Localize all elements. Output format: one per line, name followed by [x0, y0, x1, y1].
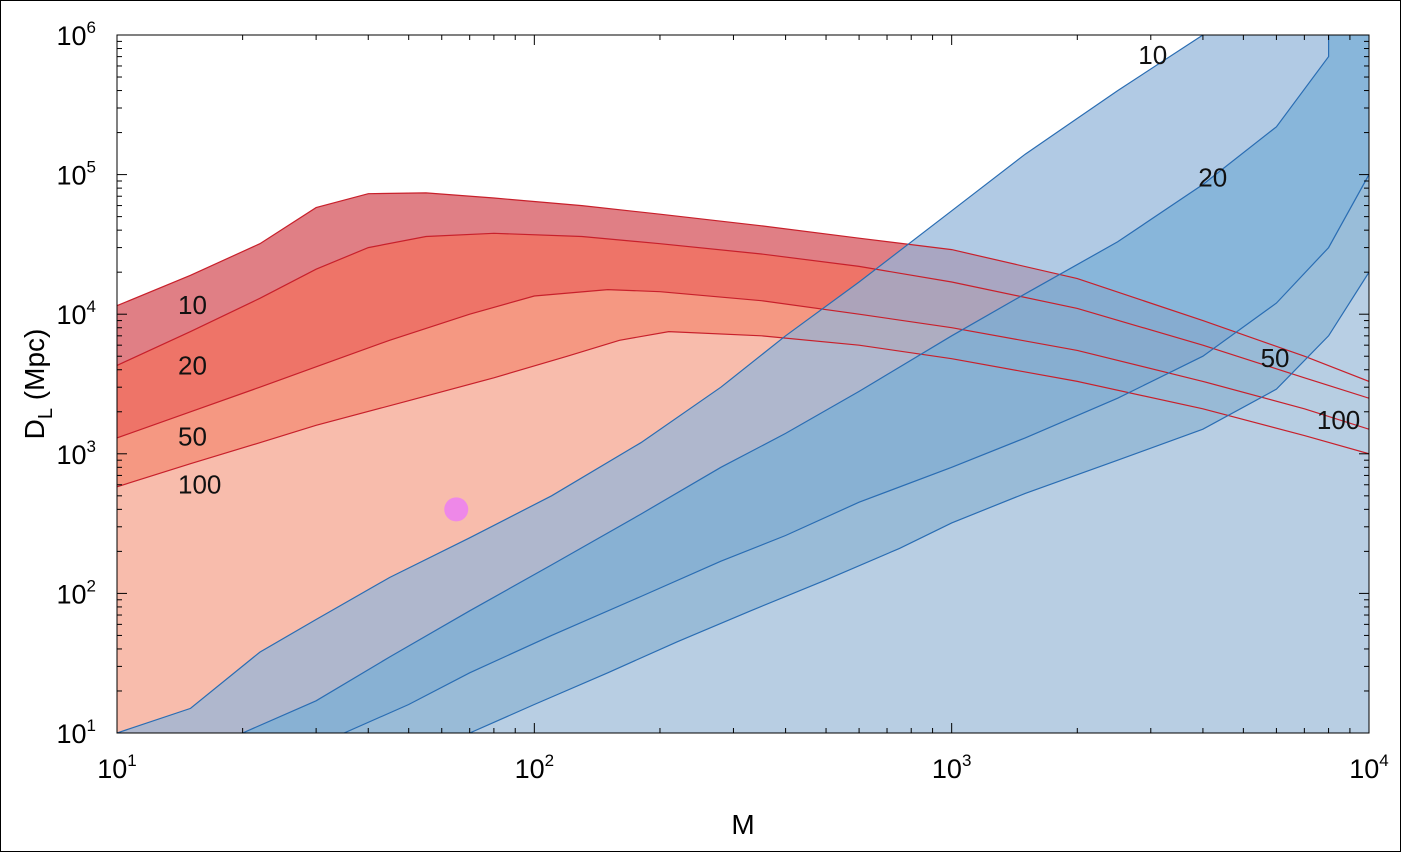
- y-tick-label: 103: [56, 437, 96, 470]
- blue-region-100: [469, 272, 1369, 733]
- y-tick-label: 105: [56, 158, 96, 191]
- blue-contour-label-20: 20: [1198, 163, 1227, 193]
- axis-ticks: [116, 34, 1370, 734]
- blue-contour-label-10: 10: [1138, 40, 1167, 70]
- blue-curve-20: [242, 35, 1330, 733]
- red-contour-label-10: 10: [178, 290, 207, 320]
- markers: [444, 497, 469, 522]
- contour-curves: [117, 35, 1369, 733]
- red-curve-100: [117, 330, 1369, 488]
- blue-curve-10: [117, 35, 1204, 733]
- red-contour-label-20: 20: [178, 351, 207, 381]
- x-axis-title: M: [731, 809, 754, 840]
- red-curve-50: [117, 288, 1369, 439]
- blue-contour-label-100: 100: [1317, 405, 1360, 435]
- axis-tick-labels: 101 102 103 104 101 102 103 104 105 106: [56, 18, 1388, 784]
- y-tick-label: 106: [56, 18, 96, 51]
- blue-contour-label-50: 50: [1261, 343, 1290, 373]
- plot-border: [116, 34, 1370, 734]
- blue-curve-100: [469, 271, 1369, 733]
- marker-point: [444, 497, 469, 522]
- red-curve-10: [117, 192, 1369, 382]
- y-tick-label: 102: [56, 576, 96, 609]
- filled-regions: [117, 35, 1369, 733]
- x-tick-label: 104: [1349, 751, 1389, 784]
- blue-curve-50: [343, 174, 1369, 733]
- red-contour-label-100: 100: [178, 469, 221, 499]
- y-tick-label: 101: [56, 716, 96, 749]
- contour-labels: 10 20 50 100 10 20 50 100: [178, 40, 1360, 499]
- x-tick-label: 103: [932, 751, 972, 784]
- red-contour-label-50: 50: [178, 421, 207, 451]
- red-curve-20: [117, 232, 1369, 399]
- y-axis-title: DL (Mpc): [19, 329, 57, 440]
- y-tick-label: 104: [56, 297, 96, 330]
- x-tick-label: 102: [515, 751, 555, 784]
- x-tick-label: 101: [97, 751, 137, 784]
